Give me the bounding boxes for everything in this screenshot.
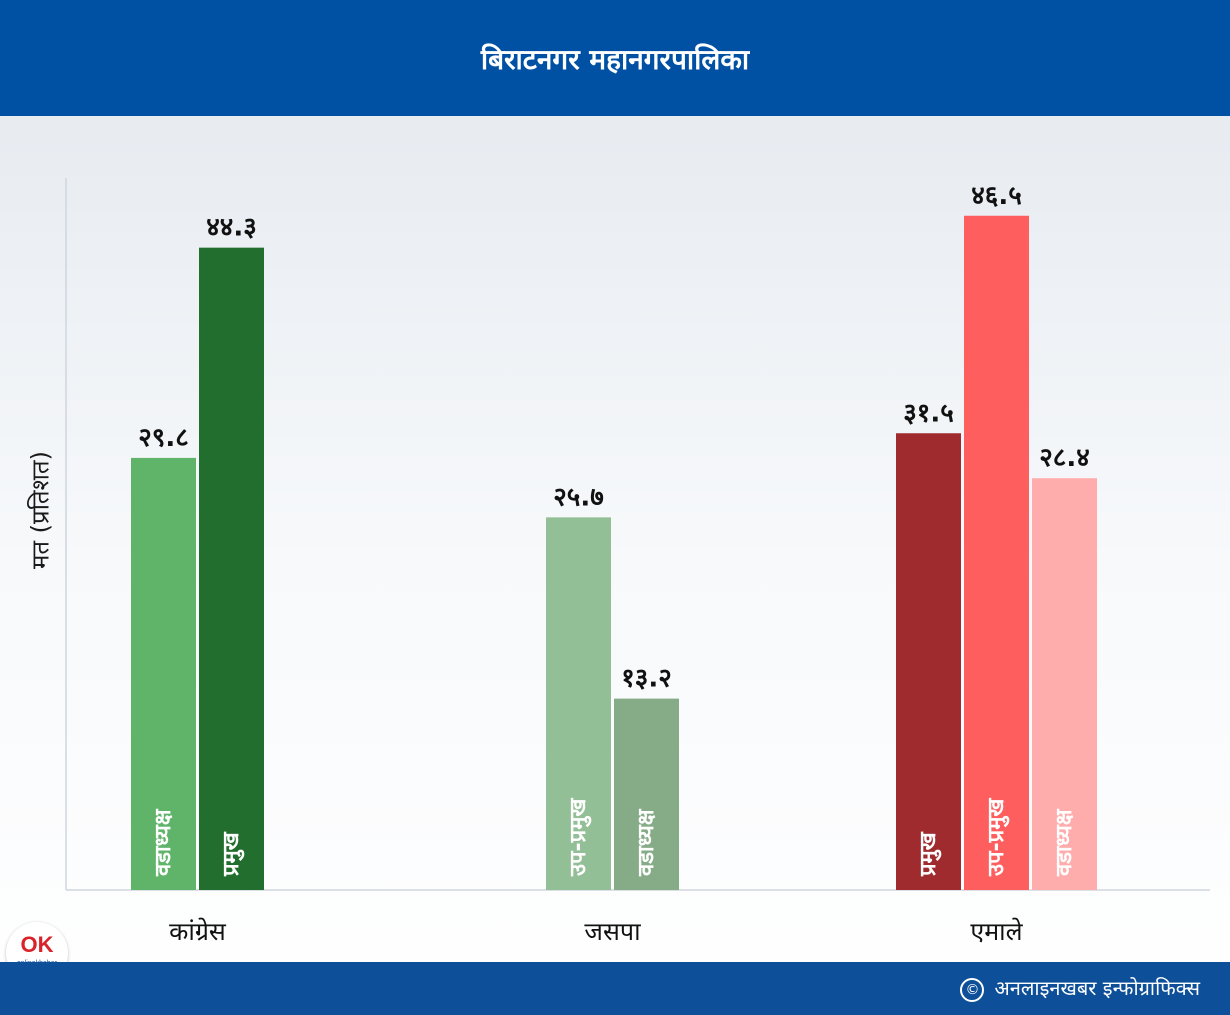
bar — [964, 215, 1029, 890]
bar — [896, 433, 961, 890]
bar-category-label: प्रमुख — [219, 831, 245, 877]
data-label: २९.८ — [138, 423, 188, 453]
copyright-icon: © — [960, 977, 985, 1002]
bar — [546, 517, 611, 890]
credit-text: अनलाइनखबर इन्फोग्राफिक्स — [994, 976, 1200, 1000]
data-label: २८.४ — [1039, 443, 1089, 473]
data-label: ४६.५ — [971, 181, 1021, 211]
data-label: १३.२ — [621, 664, 671, 694]
bar-category-label: वडाध्यक्ष — [151, 808, 176, 877]
bar — [1032, 478, 1097, 890]
bar — [614, 698, 679, 890]
bar-category-label: प्रमुख — [916, 831, 942, 877]
footer-bar: © अनलाइनखबर इन्फोग्राफिक्स — [0, 962, 1230, 1015]
bar-category-label: वडाध्यक्ष — [1052, 808, 1077, 877]
bar — [131, 457, 196, 890]
data-label: ३१.५ — [903, 398, 953, 428]
header-bar: बिराटनगर महानगरपालिका — [0, 0, 1230, 116]
bar-category-label: उप-प्रमुख — [566, 798, 592, 877]
x-tick-label: जसपा — [584, 917, 641, 946]
x-tick-label: एमाले — [970, 917, 1023, 946]
bar-category-label: उप-प्रमुख — [984, 798, 1010, 877]
page-title: बिराटनगर महानगरपालिका — [480, 43, 750, 76]
x-tick-label: कांग्रेस — [169, 917, 227, 946]
bar-category-label: वडाध्यक्ष — [634, 808, 659, 877]
bar — [199, 247, 264, 890]
logo-mark: OK — [20, 932, 54, 957]
data-label: ४४.३ — [206, 213, 256, 243]
credit: © अनलाइनखबर इन्फोग्राफिक्स — [960, 974, 1200, 1002]
data-label: २५.७ — [553, 482, 603, 512]
